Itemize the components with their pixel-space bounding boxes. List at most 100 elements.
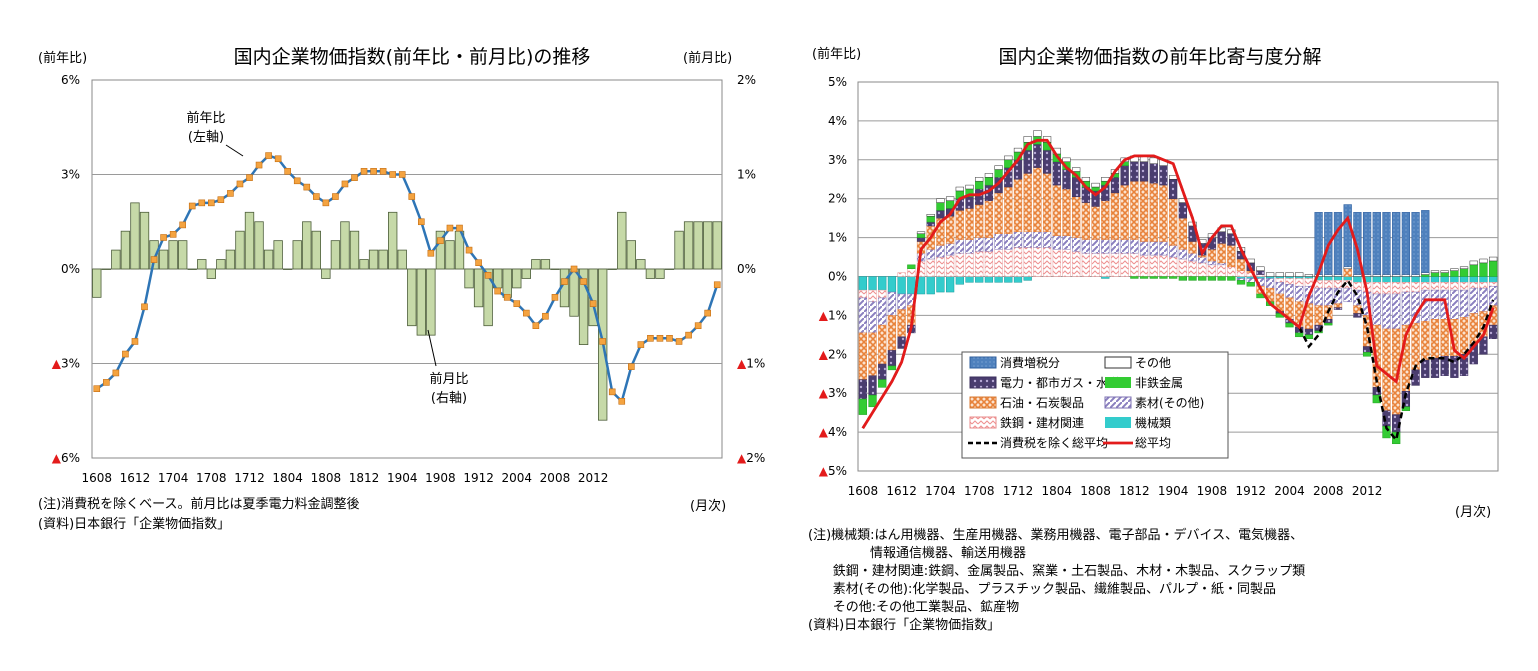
steel-bar — [1013, 247, 1023, 277]
machinery-bar — [1382, 276, 1391, 283]
materials-bar — [1236, 278, 1246, 281]
mom-bar — [158, 249, 169, 270]
legend-label-oil: 石油・石炭製品 — [1000, 396, 1084, 410]
yoy-marker — [160, 234, 167, 241]
right-note-1: (注)機械類:はん用機器、生産用機器、業務用機器、電子部品・デバイス、電気機器、 — [808, 528, 1304, 543]
mom-bar — [302, 221, 312, 270]
yoy-marker — [656, 334, 664, 342]
steel-bar — [1169, 256, 1178, 277]
other-bar — [1275, 272, 1284, 277]
nonferrous-bar — [1459, 268, 1469, 277]
nonferrous-bar — [1324, 322, 1333, 326]
mom-bar — [378, 249, 388, 270]
steel-bar — [1479, 282, 1488, 289]
materials-bar — [1246, 278, 1255, 283]
nonferrous-bar — [926, 215, 935, 223]
yoy-marker — [313, 193, 320, 200]
mom-bar — [111, 249, 121, 270]
mom-bar — [368, 249, 379, 270]
steel-bar — [1004, 249, 1013, 277]
steel-bar — [945, 254, 955, 277]
materials-bar — [1052, 235, 1061, 250]
nonferrous-bar — [907, 264, 916, 269]
left-axis-unit-label: (前年比) — [38, 50, 87, 66]
left-note-1: (注)消費税を除くベース。前月比は夏季電力料金調整後 — [38, 497, 360, 512]
other-bar — [1023, 136, 1032, 143]
steel-bar — [1052, 249, 1061, 277]
steel-bar — [1023, 247, 1032, 277]
mom-bar — [178, 240, 188, 270]
steel-bar — [1440, 282, 1449, 291]
machinery-bar — [858, 276, 867, 291]
right-y-tick-label: ▲2% — [737, 451, 765, 465]
mom-bar — [512, 268, 522, 289]
utility-bar — [1042, 149, 1052, 174]
utility-bar — [887, 350, 897, 367]
mom-bar — [664, 268, 675, 270]
left-x-tick-label: 1712 — [234, 471, 265, 485]
mom-bar — [464, 268, 474, 289]
legend-label-materials: 素材(その他) — [1135, 396, 1204, 410]
yoy-marker — [446, 224, 454, 232]
yoy-marker — [227, 190, 234, 197]
right-y-tick-label: ▲1% — [737, 357, 765, 371]
machinery-bar — [1304, 276, 1314, 279]
yoy-marker — [236, 180, 244, 188]
yoy-marker — [418, 218, 425, 226]
machinery-bar — [1450, 276, 1459, 283]
yoy-marker — [274, 155, 282, 163]
left-x-tick-label: 1708 — [196, 471, 227, 485]
right-y-tick-label: 1% — [737, 168, 756, 182]
steel-bar — [1372, 282, 1381, 295]
other-bar — [1033, 130, 1042, 137]
legend-swatch-materials — [1104, 396, 1132, 409]
other-bar — [1295, 272, 1304, 277]
right-x-tick-label: 1704 — [925, 484, 956, 498]
yoy-marker — [303, 183, 311, 191]
steel-bar — [965, 252, 974, 277]
machinery-bar — [1004, 276, 1013, 283]
yoy-marker — [589, 300, 597, 307]
other-bar — [1072, 167, 1081, 172]
other-bar — [1004, 155, 1013, 161]
yoy-marker — [103, 379, 110, 386]
materials-bar — [984, 237, 994, 252]
nonferrous-bar — [1169, 276, 1178, 279]
yoy-marker — [704, 309, 711, 317]
utility-bar — [1149, 163, 1158, 184]
machinery-bar — [1459, 276, 1469, 283]
nonferrous-bar — [1362, 352, 1372, 357]
steel-bar — [878, 289, 887, 299]
materials-bar — [1401, 291, 1411, 326]
machinery-bar — [1353, 276, 1362, 283]
utility-bar — [1459, 354, 1469, 376]
steel-bar — [1382, 282, 1391, 295]
oil-bar — [1440, 319, 1449, 357]
steel-bar — [907, 268, 916, 277]
utility-bar — [1217, 231, 1226, 244]
right-note-6: (資料)日本銀行「企業物価指数」 — [808, 618, 1001, 633]
yoy-marker — [685, 331, 692, 339]
other-bar — [1062, 157, 1071, 162]
utility-bar — [1304, 328, 1314, 336]
materials-bar — [1479, 287, 1488, 312]
right-y-tick-label: 2% — [828, 192, 847, 206]
oil-bar — [1411, 322, 1420, 371]
materials-bar — [1178, 249, 1187, 260]
oil-bar — [1062, 188, 1071, 236]
yoy-marker — [284, 168, 291, 175]
right-y-tick-label: 2% — [737, 73, 756, 87]
other-bar — [1372, 274, 1381, 277]
steel-bar — [897, 272, 906, 277]
oil-bar — [1033, 167, 1042, 233]
right-x-unit: (月次) — [1455, 504, 1491, 520]
mom-bar — [693, 221, 703, 270]
legend-swatch-nonferrous — [1105, 377, 1131, 388]
utility-bar — [1062, 169, 1071, 190]
legend-swatch-steel — [969, 416, 997, 429]
mom-bar — [388, 211, 398, 270]
left-x-tick-label: 1904 — [387, 471, 418, 485]
materials-bar — [1314, 287, 1323, 306]
oil-bar — [1130, 180, 1139, 240]
nonferrous-bar — [1130, 276, 1139, 279]
